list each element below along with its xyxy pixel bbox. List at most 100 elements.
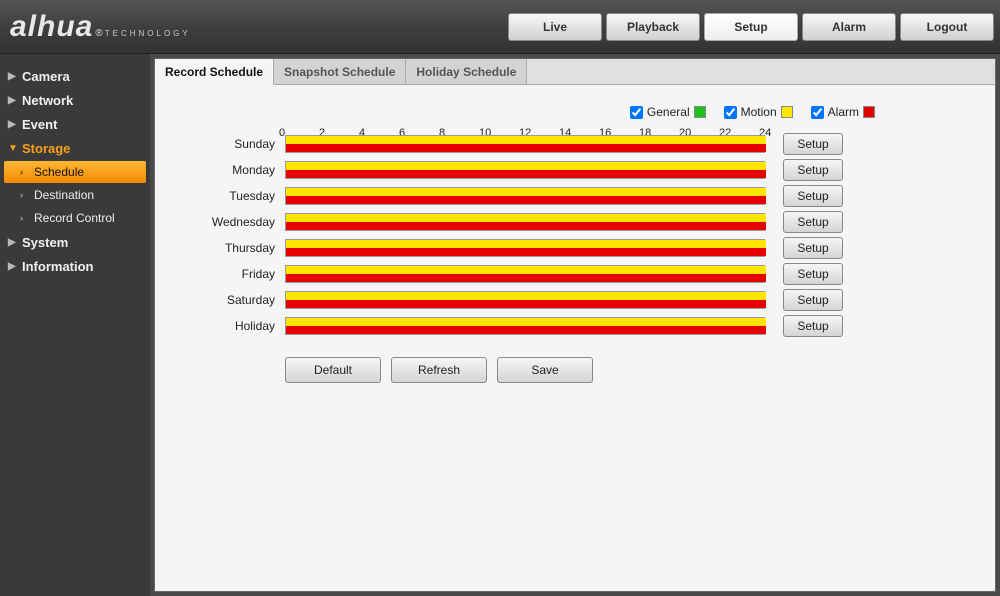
schedule-rows: SundaySetupMondaySetupTuesdaySetupWednes… bbox=[205, 131, 965, 339]
legend-checkbox-general[interactable] bbox=[630, 106, 643, 119]
row-setup-button[interactable]: Setup bbox=[783, 289, 843, 311]
sidebar-sub-schedule[interactable]: › Schedule bbox=[4, 161, 146, 183]
schedule-segment bbox=[286, 318, 766, 326]
sidebar-sub-label: Schedule bbox=[34, 165, 84, 179]
topnav-alarm[interactable]: Alarm bbox=[802, 13, 896, 41]
sidebar-item-information[interactable]: ▶ Information bbox=[0, 254, 150, 278]
sidebar-item-system[interactable]: ▶ System bbox=[0, 230, 150, 254]
schedule-bar[interactable] bbox=[285, 161, 765, 179]
tab-record-schedule[interactable]: Record Schedule bbox=[155, 59, 274, 85]
schedule-segment bbox=[286, 136, 766, 144]
schedule-row-thursday: Thursday Setup bbox=[205, 235, 965, 261]
logo-tm: ® bbox=[95, 28, 102, 39]
default-button[interactable]: Default bbox=[285, 357, 381, 383]
schedule-segment bbox=[286, 144, 766, 152]
legend-checkbox-motion[interactable] bbox=[724, 106, 737, 119]
sidebar-sub-destination[interactable]: ›Destination bbox=[4, 184, 146, 206]
sidebar-item-event[interactable]: ▶Event bbox=[0, 112, 150, 136]
row-setup-button[interactable]: Setup bbox=[783, 211, 843, 233]
topnav-setup[interactable]: Setup bbox=[704, 13, 798, 41]
schedule-segment bbox=[286, 188, 766, 196]
row-setup-button[interactable]: Setup bbox=[783, 159, 843, 181]
tab-bar: Record ScheduleSnapshot ScheduleHoliday … bbox=[155, 59, 995, 85]
schedule-row-saturday: Saturday Setup bbox=[205, 287, 965, 313]
chevron-right-icon: › bbox=[20, 190, 30, 200]
tab-holiday-schedule[interactable]: Holiday Schedule bbox=[406, 59, 527, 84]
schedule-segment bbox=[286, 240, 766, 248]
chevron-down-icon: ▼ bbox=[8, 143, 18, 154]
legend-label: Motion bbox=[741, 105, 777, 119]
row-setup-button[interactable]: Setup bbox=[783, 315, 843, 337]
sidebar-item-camera[interactable]: ▶Camera bbox=[0, 64, 150, 88]
topnav-playback[interactable]: Playback bbox=[606, 13, 700, 41]
sidebar-item-label: Event bbox=[22, 117, 57, 132]
schedule-segment bbox=[286, 196, 766, 204]
legend-motion[interactable]: Motion bbox=[724, 105, 793, 119]
topbar: alhua® TECHNOLOGY LivePlaybackSetupAlarm… bbox=[0, 0, 1000, 54]
sidebar-item-label: Network bbox=[22, 93, 73, 108]
panel: Record ScheduleSnapshot ScheduleHoliday … bbox=[154, 58, 996, 592]
legend-swatch bbox=[781, 106, 793, 118]
chevron-right-icon: › bbox=[20, 167, 30, 177]
schedule-row-wednesday: Wednesday Setup bbox=[205, 209, 965, 235]
legend-alarm[interactable]: Alarm bbox=[811, 105, 875, 119]
schedule-area: 024681012141618202224 SundaySetupMondayS… bbox=[205, 127, 965, 339]
row-label: Sunday bbox=[205, 137, 285, 151]
schedule-segment bbox=[286, 326, 766, 334]
refresh-button[interactable]: Refresh bbox=[391, 357, 487, 383]
sidebar-item-storage[interactable]: ▼ Storage bbox=[0, 136, 150, 160]
row-label: Tuesday bbox=[205, 189, 285, 203]
schedule-row-friday: FridaySetup bbox=[205, 261, 965, 287]
row-label: Monday bbox=[205, 163, 285, 177]
row-label: Wednesday bbox=[205, 215, 285, 229]
schedule-bar[interactable] bbox=[285, 239, 765, 257]
schedule-bar[interactable] bbox=[285, 317, 765, 335]
row-setup-button[interactable]: Setup bbox=[783, 133, 843, 155]
panel-body: GeneralMotionAlarm 024681012141618202224… bbox=[155, 85, 995, 591]
legend: General Motion Alarm bbox=[185, 105, 875, 119]
legend-swatch bbox=[694, 106, 706, 118]
row-setup-button[interactable]: Setup bbox=[783, 237, 843, 259]
legend-label: Alarm bbox=[828, 105, 859, 119]
topnav-logout[interactable]: Logout bbox=[900, 13, 994, 41]
sidebar-item-network[interactable]: ▶Network bbox=[0, 88, 150, 112]
schedule-bar[interactable] bbox=[285, 265, 765, 283]
chevron-right-icon: ▶ bbox=[8, 261, 18, 272]
schedule-segment bbox=[286, 222, 766, 230]
chevron-right-icon: ▶ bbox=[8, 71, 18, 82]
schedule-row-sunday: Sunday Setup bbox=[205, 131, 965, 157]
schedule-segment bbox=[286, 214, 766, 222]
chevron-right-icon: ▶ bbox=[8, 237, 18, 248]
schedule-bar[interactable] bbox=[285, 135, 765, 153]
schedule-row-tuesday: Tuesday Setup bbox=[205, 183, 965, 209]
sidebar-item-label: Storage bbox=[22, 141, 70, 156]
schedule-segment bbox=[286, 170, 766, 178]
save-button[interactable]: Save bbox=[497, 357, 593, 383]
content-area: ? Record ScheduleSnapshot ScheduleHolida… bbox=[150, 54, 1000, 596]
schedule-row-monday: Monday Setup bbox=[205, 157, 965, 183]
schedule-segment bbox=[286, 162, 766, 170]
top-nav: LivePlaybackSetupAlarmLogout bbox=[508, 13, 994, 41]
sidebar-item-label: System bbox=[22, 235, 68, 250]
row-label: Thursday bbox=[205, 241, 285, 255]
action-row: Default Refresh Save bbox=[285, 357, 965, 383]
schedule-bar[interactable] bbox=[285, 213, 765, 231]
legend-swatch bbox=[863, 106, 875, 118]
row-setup-button[interactable]: Setup bbox=[783, 185, 843, 207]
brand-logo: alhua® TECHNOLOGY bbox=[10, 10, 191, 44]
legend-checkbox-alarm[interactable] bbox=[811, 106, 824, 119]
row-label: Saturday bbox=[205, 293, 285, 307]
row-label: Holiday bbox=[205, 319, 285, 333]
logo-text: alhua bbox=[10, 10, 93, 44]
topnav-live[interactable]: Live bbox=[508, 13, 602, 41]
schedule-segment bbox=[286, 292, 766, 300]
sidebar-sub-record-control[interactable]: ›Record Control bbox=[4, 207, 146, 229]
schedule-bar[interactable] bbox=[285, 187, 765, 205]
row-setup-button[interactable]: Setup bbox=[783, 263, 843, 285]
legend-general[interactable]: General bbox=[630, 105, 706, 119]
schedule-segment bbox=[286, 266, 766, 274]
schedule-bar[interactable] bbox=[285, 291, 765, 309]
legend-label: General bbox=[647, 105, 690, 119]
tab-snapshot-schedule[interactable]: Snapshot Schedule bbox=[274, 59, 406, 84]
sidebar-item-label: Information bbox=[22, 259, 94, 274]
